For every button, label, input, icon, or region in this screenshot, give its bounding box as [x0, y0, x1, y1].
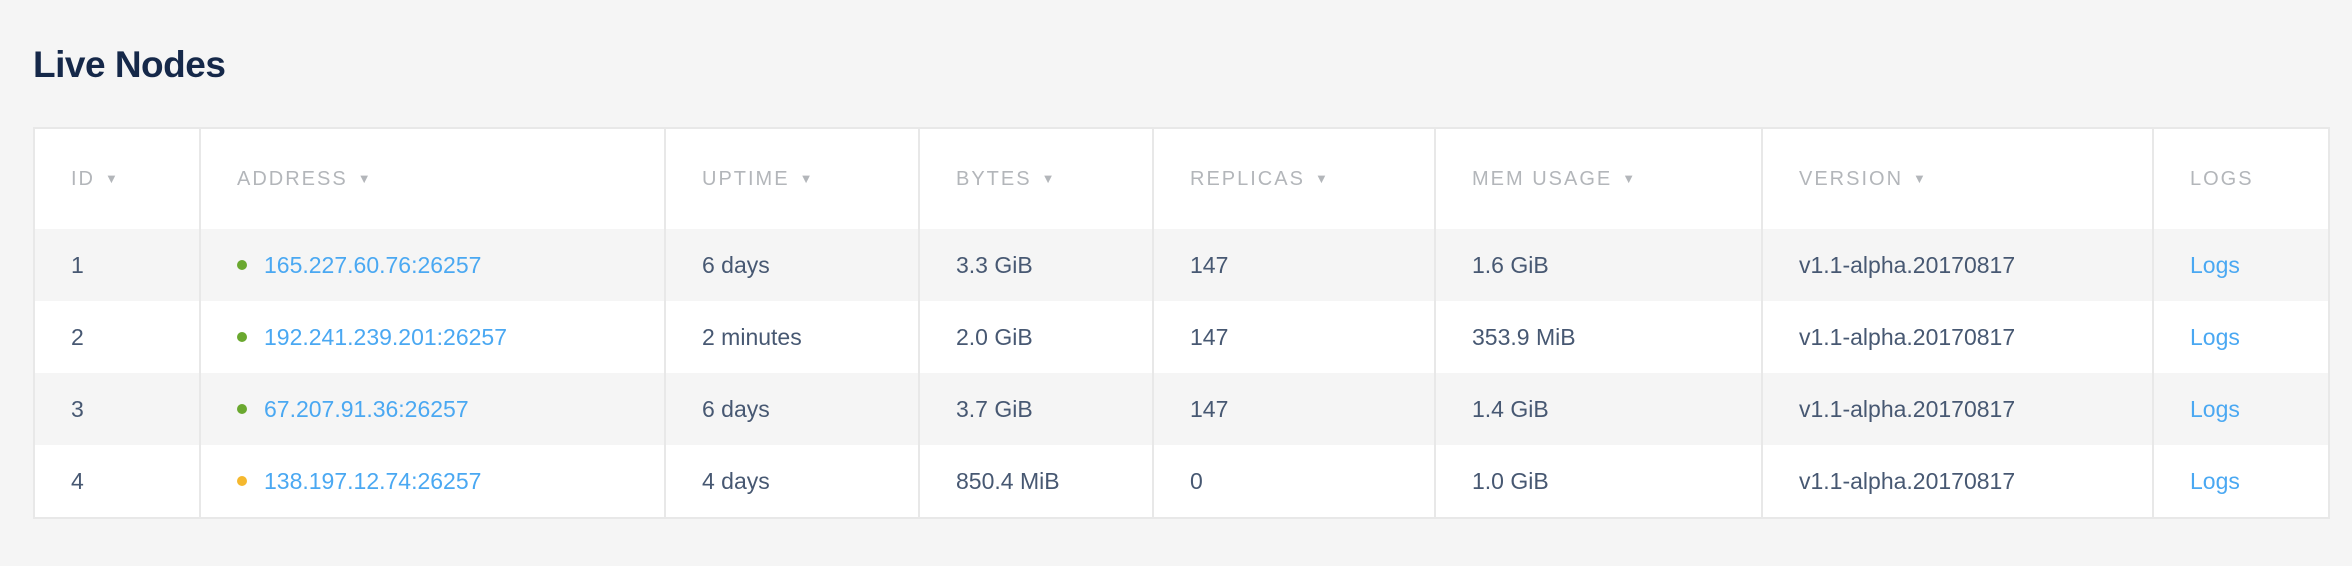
sort-caret-icon[interactable]: ▼ [799, 170, 815, 186]
cell-mem: 1.0 GiB [1434, 445, 1763, 518]
cell-version: v1.1-alpha.20170817 [1761, 301, 2154, 373]
column-header-label: BYTES [956, 167, 1032, 190]
sort-caret-icon[interactable]: ▼ [1913, 170, 1928, 186]
logs-link[interactable]: Logs [2190, 251, 2240, 278]
node-address-link[interactable]: 67.207.91.36:26257 [264, 395, 469, 422]
node-version: v1.1-alpha.20170817 [1799, 395, 2016, 422]
sort-caret-icon[interactable]: ▼ [105, 170, 120, 186]
node-address-link[interactable]: 165.227.60.76:26257 [264, 251, 482, 278]
cell-uptime: 2 minutes [664, 301, 920, 373]
cell-address: 165.227.60.76:26257 [199, 229, 666, 301]
logs-link[interactable]: Logs [2190, 395, 2240, 422]
node-mem-usage: 1.4 GiB [1472, 395, 1549, 422]
node-address-link[interactable]: 138.197.12.74:26257 [264, 467, 482, 494]
column-header-mem-usage[interactable]: MEM USAGE ▼ [1434, 128, 1763, 229]
node-version: v1.1-alpha.20170817 [1799, 251, 2016, 278]
node-bytes: 850.4 MiB [956, 467, 1060, 494]
cell-address: 138.197.12.74:26257 [199, 445, 666, 518]
column-header-address[interactable]: ADDRESS ▼ [199, 128, 666, 229]
cell-address: 67.207.91.36:26257 [199, 373, 666, 445]
node-mem-usage: 1.6 GiB [1472, 251, 1549, 278]
node-replicas: 147 [1190, 251, 1229, 278]
column-header-label: ID [71, 167, 95, 190]
cell-address: 192.241.239.201:26257 [199, 301, 666, 373]
node-mem-usage: 1.0 GiB [1472, 467, 1549, 494]
node-address-link[interactable]: 192.241.239.201:26257 [264, 323, 508, 350]
cell-replicas: 147 [1152, 229, 1436, 301]
cell-id: 3 [33, 373, 201, 445]
node-replicas: 147 [1190, 323, 1229, 350]
sort-caret-icon[interactable]: ▼ [357, 170, 373, 186]
table-row: 3 67.207.91.36:26257 6 days 3.7 GiB 147 1.4 G… [33, 373, 2330, 445]
cell-uptime: 6 days [664, 229, 920, 301]
cell-version: v1.1-alpha.20170817 [1761, 445, 2154, 518]
status-dot-icon [237, 475, 247, 486]
cell-replicas: 147 [1152, 373, 1436, 445]
logs-link[interactable]: Logs [2190, 467, 2240, 494]
logs-link[interactable]: Logs [2190, 323, 2240, 350]
live-nodes-table: ID ▼ ADDRESS ▼ UPTIME ▼ BYTES ▼ REPLICAS ▼ MEM USA… [33, 127, 2330, 519]
node-uptime: 2 minutes [702, 323, 802, 350]
cell-id: 1 [33, 229, 201, 301]
cell-uptime: 4 days [664, 445, 920, 518]
column-header-version[interactable]: VERSION ▼ [1761, 128, 2154, 229]
cell-version: v1.1-alpha.20170817 [1761, 229, 2154, 301]
cell-bytes: 2.0 GiB [918, 301, 1154, 373]
node-uptime: 4 days [702, 467, 770, 494]
cell-mem: 1.4 GiB [1434, 373, 1763, 445]
cell-logs: Logs [2152, 229, 2330, 301]
cell-logs: Logs [2152, 373, 2330, 445]
cell-mem: 353.9 MiB [1434, 301, 1763, 373]
column-header-label: REPLICAS [1190, 167, 1305, 190]
column-header-bytes[interactable]: BYTES ▼ [918, 128, 1154, 229]
column-header-label: ADDRESS [237, 167, 348, 190]
node-uptime: 6 days [702, 251, 770, 278]
column-header-uptime[interactable]: UPTIME ▼ [664, 128, 920, 229]
node-version: v1.1-alpha.20170817 [1799, 467, 2016, 494]
cell-bytes: 3.3 GiB [918, 229, 1154, 301]
node-replicas: 147 [1190, 395, 1229, 422]
cell-logs: Logs [2152, 445, 2330, 518]
node-bytes: 3.7 GiB [956, 395, 1033, 422]
table-row: 1 165.227.60.76:26257 6 days 3.3 GiB 147 1.6 … [33, 229, 2330, 301]
cell-id: 4 [33, 445, 201, 518]
status-dot-icon [237, 403, 247, 414]
cell-mem: 1.6 GiB [1434, 229, 1763, 301]
cell-logs: Logs [2152, 301, 2330, 373]
cell-replicas: 0 [1152, 445, 1436, 518]
sort-caret-icon[interactable]: ▼ [1622, 170, 1638, 186]
sort-caret-icon[interactable]: ▼ [1314, 170, 1330, 186]
cell-replicas: 147 [1152, 301, 1436, 373]
node-mem-usage: 353.9 MiB [1472, 323, 1576, 350]
column-header-label: MEM USAGE [1472, 167, 1613, 190]
column-header-label: VERSION [1799, 167, 1904, 190]
node-bytes: 2.0 GiB [956, 323, 1033, 350]
cell-bytes: 3.7 GiB [918, 373, 1154, 445]
sort-caret-icon[interactable]: ▼ [1041, 170, 1057, 186]
node-id: 3 [71, 395, 84, 422]
node-version: v1.1-alpha.20170817 [1799, 323, 2016, 350]
table-body: 1 165.227.60.76:26257 6 days 3.3 GiB 147 1.6 … [33, 229, 2330, 518]
cell-id: 2 [33, 301, 201, 373]
cell-uptime: 6 days [664, 373, 920, 445]
status-dot-icon [237, 331, 247, 342]
header-row: ID ▼ ADDRESS ▼ UPTIME ▼ BYTES ▼ REPLICAS ▼ MEM USA… [33, 128, 2330, 229]
column-header-id[interactable]: ID ▼ [33, 128, 201, 229]
column-header-replicas[interactable]: REPLICAS ▼ [1152, 128, 1436, 229]
node-replicas: 0 [1190, 467, 1203, 494]
column-header-label: LOGS [2190, 167, 2254, 190]
node-id: 1 [71, 251, 84, 278]
node-bytes: 3.3 GiB [956, 251, 1033, 278]
table-row: 4 138.197.12.74:26257 4 days 850.4 MiB 0 1.0 … [33, 445, 2330, 518]
node-uptime: 6 days [702, 395, 770, 422]
status-dot-icon [237, 259, 247, 270]
cell-bytes: 850.4 MiB [918, 445, 1154, 518]
column-header-logs: LOGS [2152, 128, 2330, 229]
page-title: Live Nodes [33, 44, 226, 85]
cell-version: v1.1-alpha.20170817 [1761, 373, 2154, 445]
node-id: 2 [71, 323, 84, 350]
table-row: 2 192.241.239.201:26257 2 minutes 2.0 GiB 14… [33, 301, 2330, 373]
column-header-label: UPTIME [702, 167, 790, 190]
node-id: 4 [71, 467, 84, 494]
